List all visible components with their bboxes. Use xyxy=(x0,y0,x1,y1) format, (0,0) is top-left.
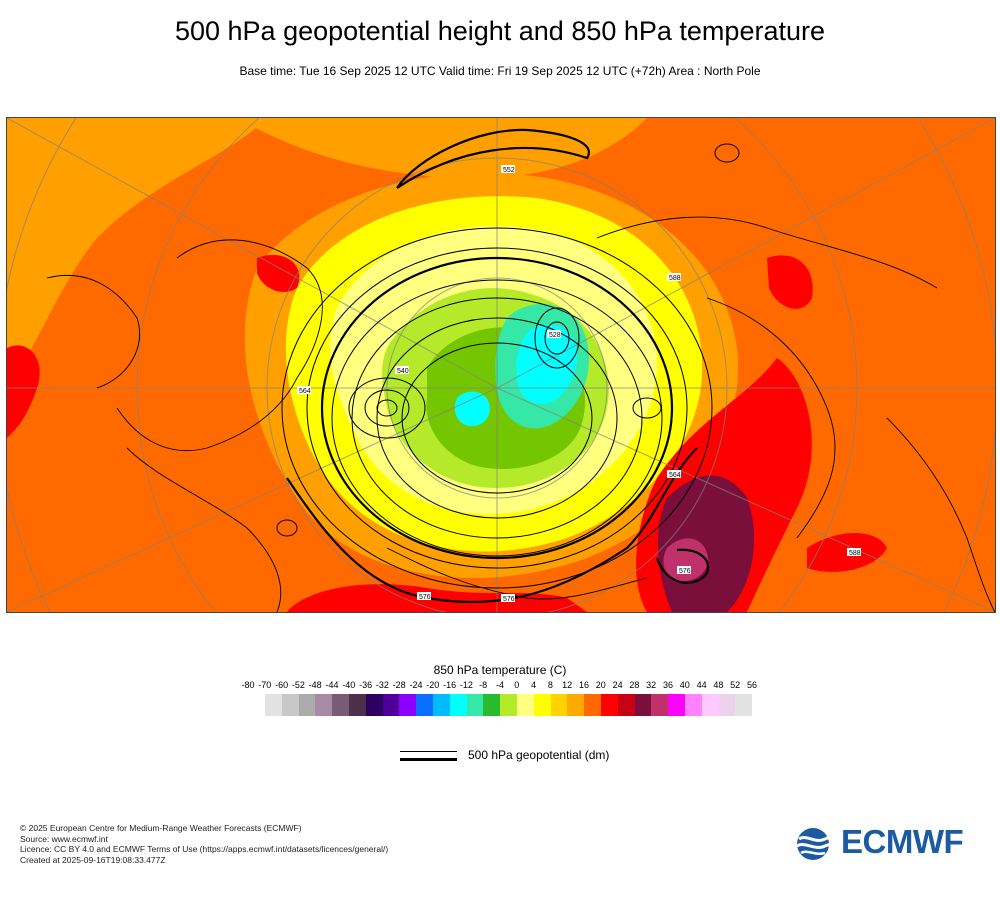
colorbar-swatch xyxy=(600,694,618,716)
legend-tick-label: -60 xyxy=(275,680,289,690)
chart-title: 500 hPa geopotential height and 850 hPa … xyxy=(174,16,825,46)
colorbar-swatch xyxy=(466,694,484,716)
geopotential-legend-label: 500 hPa geopotential (dm) xyxy=(468,748,610,762)
legend-tick-label: -70 xyxy=(258,680,272,690)
colorbar-swatch xyxy=(651,694,669,716)
contour-label: 576 xyxy=(419,594,431,601)
contour-label: 564 xyxy=(669,472,681,479)
colorbar-swatch xyxy=(399,694,417,716)
legend-tick-label: 8 xyxy=(547,680,553,690)
legend-tick-label: 48 xyxy=(713,680,724,690)
legend-tick-label: 32 xyxy=(646,680,657,690)
legend-tick-label: -44 xyxy=(325,680,339,690)
legend-tick-label: -24 xyxy=(409,680,423,690)
legend-tick-label: -48 xyxy=(308,680,322,690)
contour-label: 540 xyxy=(397,368,409,375)
legend-tick-label: -36 xyxy=(359,680,373,690)
contour-label: 528 xyxy=(549,332,561,339)
colorbar-swatch xyxy=(701,694,719,716)
source-line: Source: www.ecmwf.int xyxy=(20,833,108,844)
colorbar-swatch xyxy=(365,694,383,716)
weather-map: 552 576 576 576 528 540 564 564 588 588 xyxy=(6,117,996,613)
logo-text: ECMWF xyxy=(841,823,964,860)
colorbar-swatch xyxy=(567,694,585,716)
temp-hot-west xyxy=(7,345,40,438)
contour-label: 588 xyxy=(669,275,681,282)
contour-label: 588 xyxy=(849,550,861,557)
colorbar-swatch xyxy=(265,694,282,716)
colorbar-swatch xyxy=(500,694,517,716)
colorbar-swatch xyxy=(416,694,433,716)
colorbar-swatch xyxy=(315,694,333,716)
temp-band-west xyxy=(7,118,267,388)
legend-tick-label: 0 xyxy=(514,680,520,690)
colorbar-swatch xyxy=(735,694,753,716)
ecmwf-emblem-icon xyxy=(796,828,837,860)
legend-ticks: -80 -70 -60 -52 -48 -44 -40 -36 -32 -28 -24 -20 -16-… xyxy=(0,680,1000,694)
colorbar-swatch xyxy=(382,694,400,716)
colorbar-swatch xyxy=(281,694,299,716)
geopotential-contours xyxy=(276,143,740,589)
colorbar-swatch xyxy=(348,694,366,716)
bold-line-sample xyxy=(400,758,457,761)
legend-tick-label: -8 xyxy=(479,680,488,690)
legend-tick-label: -80 xyxy=(241,680,255,690)
colorbar-swatch xyxy=(718,694,736,716)
legend-tick-label: -4 xyxy=(495,680,505,690)
created-line: Created at 2025-09-16T19:08:33.477Z xyxy=(20,854,166,865)
temp-extreme xyxy=(663,538,708,582)
legend-title: 850 hPa temperature (C) xyxy=(433,663,567,677)
contour-label: 576 xyxy=(679,568,691,575)
colorbar-swatch xyxy=(298,694,316,716)
legend-tick-label: 52 xyxy=(730,680,741,690)
contour-label: 576 xyxy=(503,596,515,603)
copyright-line: © 2025 European Centre for Medium-Range … xyxy=(20,823,302,833)
temp-hot-ne xyxy=(767,255,813,309)
legend-tick-label: 4 xyxy=(531,680,537,690)
legend-tick-label: -32 xyxy=(375,680,389,690)
legend-tick-label: 28 xyxy=(629,680,640,690)
colorbar-swatch xyxy=(449,694,467,716)
legend-tick-label: -28 xyxy=(392,680,406,690)
legend-tick-label: -16 xyxy=(443,680,457,690)
colorbar-swatch xyxy=(332,694,349,716)
legend-tick-label: 20 xyxy=(595,680,606,690)
legend-tick-label: 16 xyxy=(578,680,590,690)
graticule xyxy=(7,118,995,612)
temp-cyan-small xyxy=(454,391,490,427)
temp-hot-south xyxy=(287,584,587,612)
legend-tick-label: 12 xyxy=(562,680,573,690)
temp-hot-nw xyxy=(257,254,300,293)
coastlines xyxy=(46,216,995,612)
legend-tick-label: 40 xyxy=(679,680,690,690)
ecmwf-logo: ECMWF xyxy=(795,823,985,862)
chart-subtitle: Base time: Tue 16 Sep 2025 12 UTC Valid … xyxy=(239,64,761,78)
legend-tick-label: 36 xyxy=(662,680,674,690)
colorbar-swatch xyxy=(550,694,568,716)
legend-tick-label: -52 xyxy=(291,680,305,690)
legend-tick-label: -20 xyxy=(426,680,440,690)
thin-line-sample xyxy=(400,751,457,752)
colorbar-swatch xyxy=(584,694,601,716)
licence-line: Licence: CC BY 4.0 and ECMWF Terms of Us… xyxy=(20,844,389,854)
colorbar-swatch xyxy=(684,694,702,716)
colorbar-swatch xyxy=(617,694,635,716)
colorbar-swatch xyxy=(516,694,534,716)
legend-tick-label: 56 xyxy=(746,680,758,690)
contour-label: 564 xyxy=(299,388,311,395)
colorbar-swatch xyxy=(668,694,685,716)
contour-labels: 552 576 576 576 528 540 564 564 588 588 xyxy=(297,165,861,603)
colorbar-swatch xyxy=(483,694,501,716)
footer: © 2025 European Centre for Medium-Range … xyxy=(20,823,388,865)
legend-tick-label: 44 xyxy=(696,680,707,690)
colorbar-swatch xyxy=(634,694,652,716)
legend-tick-label: 24 xyxy=(612,680,623,690)
temperature-colorbar xyxy=(265,694,753,716)
colorbar-swatch xyxy=(432,694,450,716)
contour-label: 552 xyxy=(503,167,515,174)
legend-tick-label: -12 xyxy=(459,680,473,690)
colorbar-swatch xyxy=(533,694,551,716)
legend-tick-label: -40 xyxy=(342,680,356,690)
